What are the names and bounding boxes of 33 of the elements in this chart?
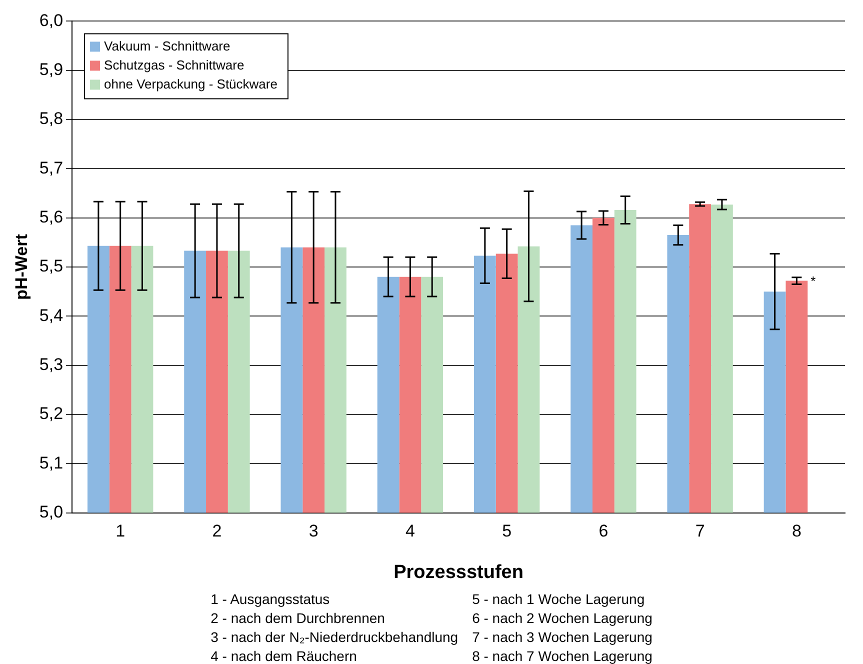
legend-label: ohne Verpackung - Stückware — [104, 76, 278, 92]
y-tick-label: 5,7 — [39, 158, 64, 178]
y-tick-label: 5,3 — [39, 355, 64, 374]
text: 5 - nach 1 Woche Lagerung — [472, 590, 646, 609]
y-tick-label: 5,1 — [39, 453, 64, 472]
x-tick-label: 8 — [792, 522, 802, 541]
x-tick-label: 6 — [598, 522, 608, 541]
y-tick-label: 5,4 — [39, 306, 64, 325]
y-tick-label: 5,9 — [39, 60, 64, 80]
text: 4 - nach dem Räuchern — [210, 647, 358, 664]
y-tick-label: 5,5 — [39, 256, 64, 276]
text: 6 - nach 2 Wochen Lagerung — [472, 609, 652, 628]
x-tick-label: 4 — [405, 522, 415, 541]
text: 7 - nach 3 Wochen Lagerung — [472, 628, 652, 647]
text: 2 - nach dem Durchbrennen — [210, 609, 386, 628]
y-tick-label: 5,2 — [39, 404, 64, 424]
x-tick-label: 3 — [308, 522, 318, 541]
x-tick-label: 1 — [116, 522, 126, 541]
legend-label: Vakuum - Schnittware — [104, 38, 230, 54]
y-tick-label: 5,0 — [39, 502, 64, 522]
text: 1 - Ausgangsstatus — [210, 590, 331, 609]
x-tick-label: 5 — [502, 522, 512, 541]
annotation: * — [810, 273, 816, 288]
x-axis-title: Prozessstufen — [394, 562, 524, 583]
legend-label: Schutzgas - Schnittware — [104, 57, 244, 72]
x-tick-label: 7 — [695, 522, 705, 541]
y-axis-title: pH-Wert — [12, 234, 31, 300]
y-tick-label: 6,0 — [39, 10, 64, 30]
text: 8 - nach 7 Wochen Lagerung — [472, 647, 652, 664]
y-tick-label: 5,6 — [39, 208, 64, 227]
text: 3 - nach der N₂-Niederdruckbehandlung — [210, 628, 458, 647]
x-tick-label: 2 — [212, 522, 222, 541]
y-tick-label: 5,8 — [39, 109, 64, 128]
